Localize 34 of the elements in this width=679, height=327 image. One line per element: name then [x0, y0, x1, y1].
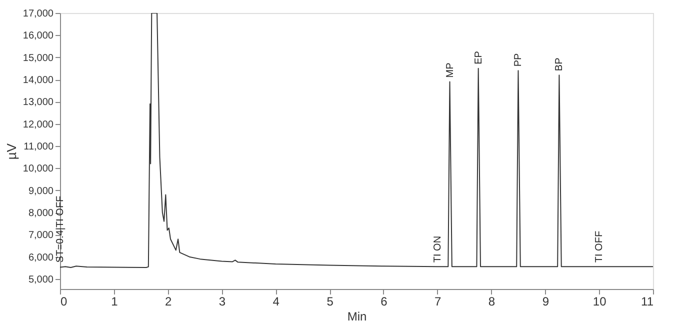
annotation: MP	[444, 62, 456, 78]
x-tick-label: 3	[218, 294, 226, 308]
annotation: TI OFF	[594, 230, 606, 263]
y-tick-label: 7,000	[28, 230, 54, 242]
annotation: EP	[473, 50, 484, 64]
x-tick-label: 0	[60, 294, 68, 308]
y-axis-title: µV	[4, 143, 19, 160]
y-tick-label: 6,000	[28, 252, 54, 264]
y-tick-label: 11,000	[24, 142, 54, 153]
annotation: TI ON	[432, 236, 444, 263]
y-tick-label: 8,000	[28, 208, 54, 220]
x-tick-label: 7	[434, 294, 442, 308]
x-tick-label: 8	[488, 294, 496, 308]
y-tick-label: 13,000	[22, 97, 54, 108]
y-tick-label: 15,000	[22, 52, 54, 64]
y-tick-label: 12,000	[22, 119, 54, 130]
x-tick-label: 10	[592, 294, 607, 308]
x-tick-label: 2	[164, 294, 172, 308]
y-tick-label: 14,000	[22, 75, 54, 86]
x-tick-label: 6	[380, 294, 388, 308]
y-tick-label: 9,000	[28, 186, 54, 197]
annotation: BP	[554, 57, 566, 72]
x-tick-label: 9	[542, 294, 550, 308]
y-tick-label: 5,000	[28, 274, 54, 286]
y-tick-label: 17,000	[22, 8, 54, 20]
y-tick-label: 16,000	[22, 30, 54, 42]
annotation: PP	[513, 52, 524, 67]
x-axis-title: Min	[347, 310, 367, 324]
annotation: ST=0.4|TI OFF	[55, 196, 66, 263]
x-tick-label: 1	[111, 294, 118, 308]
x-tick-label: 11	[641, 294, 654, 308]
y-tick-label: 10,000	[22, 164, 54, 175]
x-tick-label: 4	[272, 294, 280, 308]
x-tick-label: 5	[326, 294, 334, 308]
